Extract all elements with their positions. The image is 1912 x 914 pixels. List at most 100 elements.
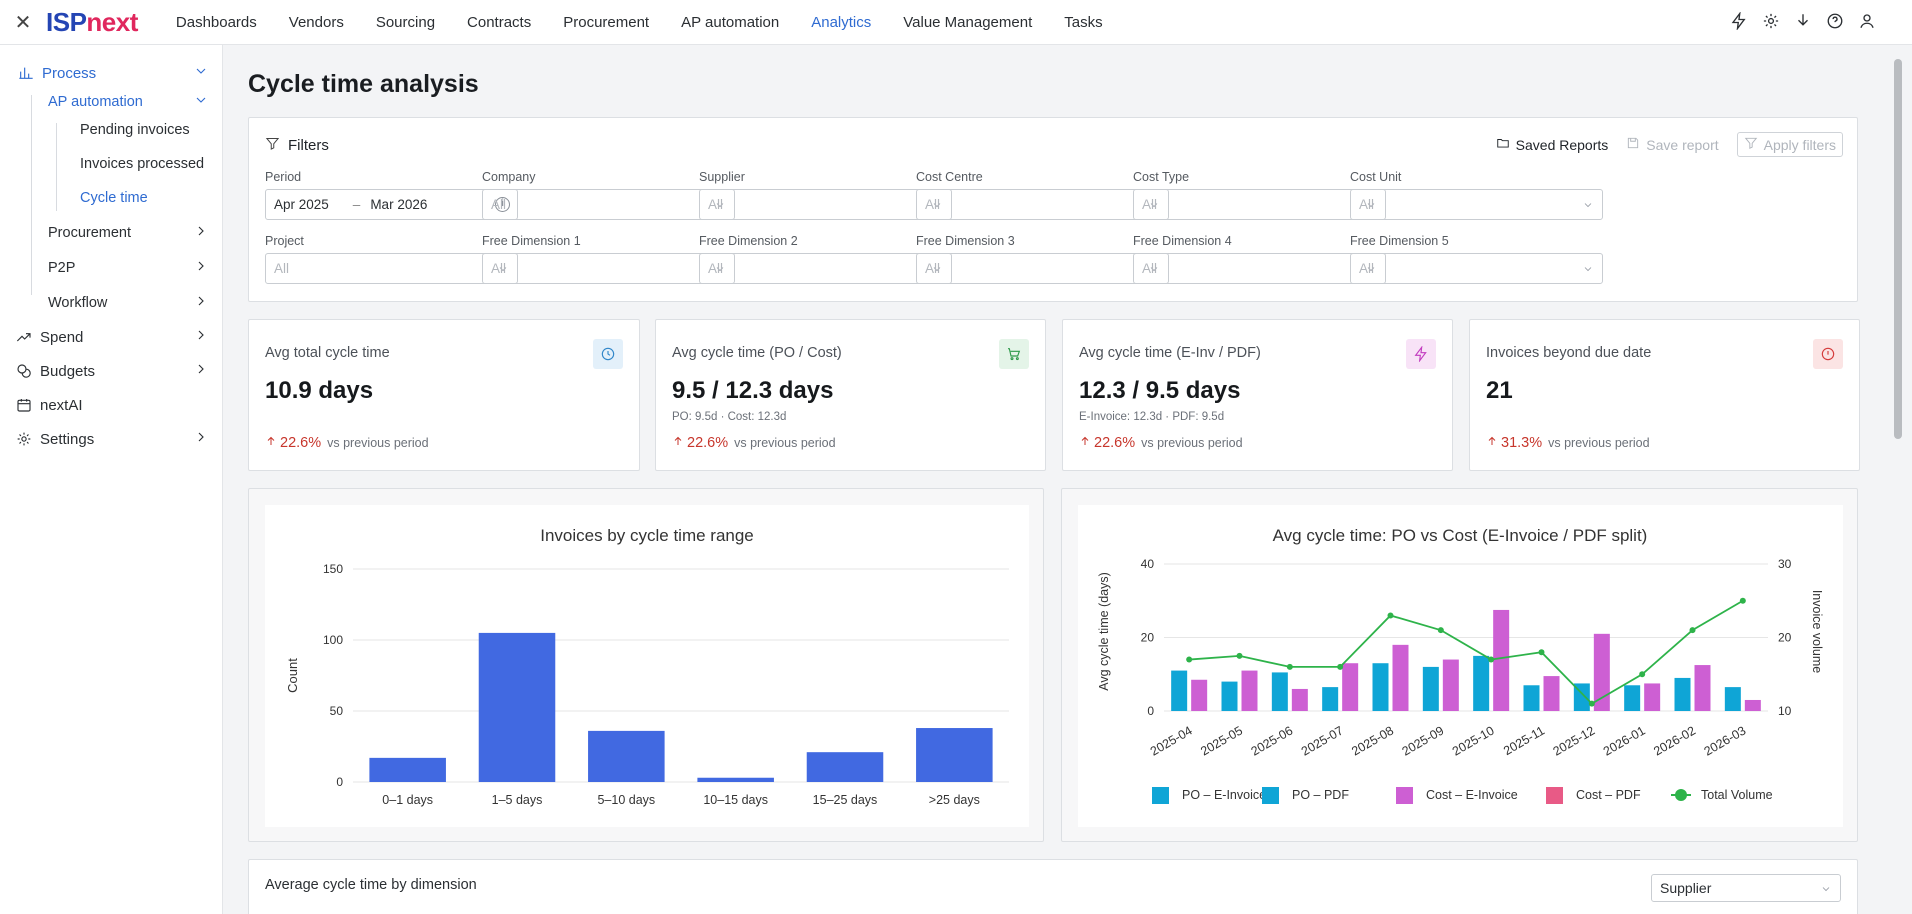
kpi-change: 22.6% [687,435,729,451]
sidebar-item-cycle-time[interactable]: Cycle time [80,190,148,206]
y-tick-label: 100 [323,633,343,647]
page-scrollbar[interactable] [1884,45,1912,914]
bar [588,730,665,782]
volume-line [1189,599,1744,705]
cycle-range-chart-svg: Invoices by cycle time range 0 50 100 150 Cou… [285,526,1009,807]
kpi-title: Invoices beyond due date [1486,345,1652,361]
x-tick-label: >25 days [929,793,980,807]
arrow-up-icon [265,435,277,451]
sidebar: Process AP automation Pending invoices I… [0,45,223,914]
bar [1724,687,1741,711]
volume-point [1588,700,1595,707]
calendar-icon [16,397,34,413]
download-icon[interactable] [1794,12,1812,35]
sidebar-item-pending-invoices[interactable]: Pending invoices [80,122,190,138]
period-field: Period Apr 2025 – Mar 2026 i [265,170,518,220]
bar [1644,683,1661,711]
nav-ap-automation[interactable]: AP automation [681,13,780,31]
sidebar-item-ap-automation[interactable]: AP automation [48,88,223,116]
po-vs-cost-chart: Avg cycle time: PO vs Cost (E-Invoice / … [1078,505,1843,827]
user-icon[interactable] [1858,12,1876,35]
volume-point [1236,652,1243,659]
sidebar-item-settings[interactable]: Settings [16,425,223,453]
bolt-icon[interactable] [1730,11,1748,35]
volume-point [1337,663,1344,670]
bar [1191,679,1208,711]
main-nav: Dashboards Vendors Sourcing Contracts Procur… [160,14,1119,31]
period-to[interactable]: Mar 2026 [370,197,428,212]
x-tick-label: 2025-09 [1400,723,1447,758]
project-field: Project All [265,234,518,284]
bar [1744,699,1761,711]
gear-icon[interactable] [1762,12,1780,35]
bar [1271,672,1288,711]
x-tick-label: 15–25 days [813,793,878,807]
sidebar-item-process[interactable]: Process [18,59,223,87]
kpi-card: Invoices beyond due date 21 31.3% vs previo… [1469,319,1860,471]
period-from[interactable]: Apr 2025 [274,197,329,212]
cost-unit-select[interactable]: All [1350,189,1603,220]
x-tick-label: 2026-01 [1601,723,1648,758]
cost-type-select[interactable]: All [1133,189,1386,220]
sidebar-item-procurement[interactable]: Procurement [48,219,223,247]
bar [1442,659,1459,711]
company-select[interactable]: All [482,189,735,220]
chevron-down-icon [931,199,943,214]
info-icon[interactable]: i [495,197,510,212]
chevron-down-icon [1365,263,1377,278]
nav-dashboards[interactable]: Dashboards [175,13,257,31]
clock-icon [593,339,623,369]
y-tick-label: 40 [1141,557,1155,571]
project-select[interactable]: All [265,253,518,284]
y2-axis-label: Invoice volume [1810,590,1824,673]
kpi-title: Avg cycle time (E-Inv / PDF) [1079,345,1261,361]
free-dimension-3-select[interactable]: All [916,253,1169,284]
volume-point [1689,627,1696,634]
free-dimension-5-field: Free Dimension 5 All [1350,234,1603,284]
supplier-select[interactable]: All [699,189,952,220]
free-dimension-1-select[interactable]: All [482,253,735,284]
nav-procurement[interactable]: Procurement [563,13,650,31]
chevron-down-icon [714,199,726,214]
free-dimension-2-select[interactable]: All [699,253,952,284]
nav-analytics[interactable]: Analytics [811,13,872,31]
help-icon[interactable] [1826,12,1844,35]
x-tick-label: 1–5 days [492,793,543,807]
nav-value-management[interactable]: Value Management [903,13,1033,31]
nav-contracts[interactable]: Contracts [467,13,532,31]
bar [1473,655,1490,711]
sidebar-item-invoices-processed[interactable]: Invoices processed [80,156,205,172]
cost-centre-select[interactable]: All [916,189,1169,220]
bar [1493,609,1510,711]
y-axis-label: Count [285,658,300,693]
bar [478,632,556,782]
sidebar-item-p2p[interactable]: P2P [48,254,223,282]
app-logo[interactable]: ISPnext [46,6,138,37]
dimension-select[interactable]: Supplier [1651,874,1841,902]
kpi-subtext: PO: 9.5d · Cost: 12.3d [672,411,787,423]
nav-sourcing[interactable]: Sourcing [375,13,436,31]
x-tick-label: 2026-02 [1651,723,1698,758]
saved-reports-button[interactable]: Saved Reports [1496,136,1608,153]
x-tick-label: 2025-07 [1299,723,1346,758]
sidebar-item-spend[interactable]: Spend [16,323,223,351]
legend-swatch [1546,787,1563,804]
chevron-down-icon [1820,882,1832,898]
chevron-down-icon [497,263,509,278]
apply-filters-button[interactable]: Apply filters [1736,132,1843,157]
nav-vendors[interactable]: Vendors [288,13,344,31]
save-report-button[interactable]: Save report [1626,136,1719,153]
sidebar-item-budgets[interactable]: Budgets [16,357,223,385]
legend-swatch [1152,787,1169,804]
nav-tasks[interactable]: Tasks [1064,13,1103,31]
period-range-input[interactable]: Apr 2025 – Mar 2026 i [265,189,518,220]
free-dimension-5-select[interactable]: All [1350,253,1603,284]
top-navigation-bar: ✕ ISPnext Dashboards Vendors Sourcing Contr… [0,0,1912,45]
scrollbar-thumb[interactable] [1894,59,1902,439]
free-dimension-4-select[interactable]: All [1133,253,1386,284]
chevron-down-icon [1365,199,1377,214]
sidebar-item-nextai[interactable]: nextAI [16,391,223,419]
sidebar-item-workflow[interactable]: Workflow [48,289,223,317]
y2-tick-label: 20 [1778,631,1792,645]
close-icon[interactable]: ✕ [14,11,32,34]
